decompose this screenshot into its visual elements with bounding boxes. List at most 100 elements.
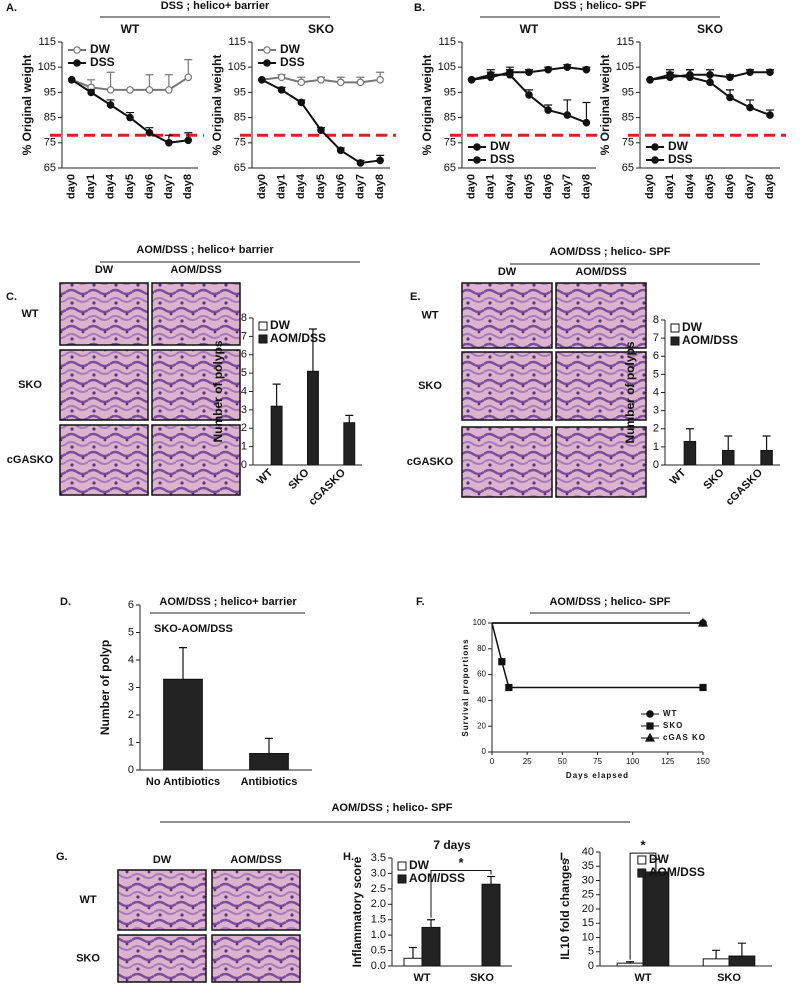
legend-swatch bbox=[637, 855, 647, 865]
panel-letter: F. bbox=[416, 596, 425, 608]
bar bbox=[307, 370, 319, 466]
histology-row-label: WT bbox=[421, 309, 438, 321]
y-tick-label: 1.0 bbox=[371, 929, 386, 941]
y-tick-label: 115 bbox=[38, 36, 56, 48]
y-tick-label: 65 bbox=[44, 162, 56, 174]
y-axis-label: Number of polyps bbox=[623, 341, 637, 443]
point bbox=[356, 159, 365, 167]
y-tick-label: 4 bbox=[653, 386, 659, 398]
significance-mark: * bbox=[458, 855, 464, 870]
y-tick-label: 0 bbox=[588, 960, 594, 972]
legend-label: AOM/DSS bbox=[270, 331, 326, 345]
point bbox=[184, 136, 193, 145]
y-axis-label: Survival proportions bbox=[461, 638, 470, 736]
y-tick-label: 95 bbox=[44, 86, 56, 98]
histology-image bbox=[117, 869, 207, 931]
point bbox=[356, 78, 365, 87]
histology-image bbox=[151, 282, 241, 346]
error-bar bbox=[345, 414, 354, 423]
y-tick-label: 25 bbox=[582, 889, 594, 901]
error-bar bbox=[724, 435, 733, 451]
point bbox=[376, 156, 384, 165]
legend-label: DW bbox=[668, 139, 689, 153]
x-tick-label: day6 bbox=[143, 174, 155, 199]
y-tick-label: 20 bbox=[582, 903, 594, 915]
y-tick-label: 0 bbox=[482, 747, 487, 756]
legend-label: DW bbox=[649, 852, 670, 866]
histology-image bbox=[59, 349, 149, 421]
histology-row-label: SKO bbox=[76, 952, 100, 964]
histology-column-label: DW bbox=[95, 264, 114, 276]
y-tick-label: 0 bbox=[128, 764, 134, 776]
x-tick-label: day0 bbox=[256, 174, 268, 199]
histology-row-label: SKO bbox=[18, 379, 42, 391]
x-tick-label: No Antibiotics bbox=[146, 776, 220, 788]
legend-label: DW bbox=[409, 858, 430, 872]
legend-label: DW bbox=[490, 139, 511, 153]
bar bbox=[421, 926, 441, 967]
y-tick-label: 5 bbox=[588, 946, 594, 958]
legend-label: DW bbox=[682, 320, 703, 334]
x-tick-label: day7 bbox=[354, 174, 366, 199]
y-tick-label: 75 bbox=[444, 137, 456, 149]
x-tick-label: SKO bbox=[717, 972, 741, 984]
error-bar bbox=[427, 919, 435, 928]
y-tick-label: 15 bbox=[582, 917, 594, 929]
error-bar bbox=[265, 737, 273, 754]
y-axis-label: % Original weight bbox=[210, 55, 224, 156]
x-tick-label: SKO bbox=[286, 466, 312, 492]
y-tick-label: 7 bbox=[653, 332, 659, 344]
y-tick-label: 5 bbox=[653, 368, 659, 380]
point bbox=[582, 65, 591, 74]
x-tick-label: day8 bbox=[182, 174, 194, 199]
point bbox=[258, 76, 266, 84]
y-tick-label: 75 bbox=[622, 137, 634, 149]
y-tick-label: 40 bbox=[477, 696, 486, 705]
panel-heading: DSS ; helico+ barrier bbox=[161, 0, 270, 12]
legend-marker bbox=[646, 722, 654, 730]
error-bar bbox=[272, 383, 281, 407]
histology-image bbox=[151, 424, 241, 496]
y-tick-label: 85 bbox=[234, 112, 246, 124]
x-tick-label: day0 bbox=[465, 174, 477, 199]
y-tick-label: 80 bbox=[477, 644, 486, 653]
chart-subtitle: SKO-AOM/DSS bbox=[154, 623, 233, 635]
bar bbox=[760, 450, 773, 466]
bar bbox=[249, 753, 289, 771]
x-tick-label: WT bbox=[668, 466, 689, 487]
legend-swatch bbox=[670, 336, 680, 346]
x-tick-label: 25 bbox=[523, 757, 532, 766]
point bbox=[697, 617, 709, 627]
y-tick-label: 115 bbox=[616, 36, 634, 48]
y-tick-label: 65 bbox=[622, 162, 634, 174]
legend-label: SKO bbox=[663, 721, 683, 730]
y-tick-label: 7 bbox=[241, 330, 247, 342]
y-axis-label: % Original weight bbox=[20, 55, 34, 156]
bar bbox=[343, 422, 356, 466]
point bbox=[525, 91, 533, 99]
y-axis-label: % Original weight bbox=[420, 55, 434, 156]
y-tick-label: 20 bbox=[477, 721, 486, 730]
y-tick-label: 65 bbox=[444, 162, 456, 174]
bar bbox=[683, 440, 697, 466]
x-tick-label: day6 bbox=[335, 174, 347, 199]
y-tick-label: 105 bbox=[38, 61, 56, 73]
legend-marker bbox=[473, 143, 481, 151]
legend-label: DSS bbox=[668, 152, 693, 166]
point bbox=[165, 86, 173, 94]
error-bar bbox=[762, 435, 771, 451]
point bbox=[582, 118, 591, 127]
legend-swatch bbox=[670, 323, 680, 333]
y-axis-label: Inflammatory score bbox=[350, 856, 364, 967]
y-tick-label: 3 bbox=[241, 404, 247, 416]
x-tick-label: day4 bbox=[504, 173, 516, 199]
x-tick-label: day0 bbox=[644, 174, 656, 199]
legend-label: AOM/DSS bbox=[649, 865, 705, 879]
point bbox=[563, 63, 572, 71]
x-tick-label: Antibiotics bbox=[241, 776, 298, 788]
point bbox=[766, 111, 774, 119]
point bbox=[277, 86, 286, 94]
point bbox=[126, 86, 134, 94]
point bbox=[336, 146, 345, 155]
